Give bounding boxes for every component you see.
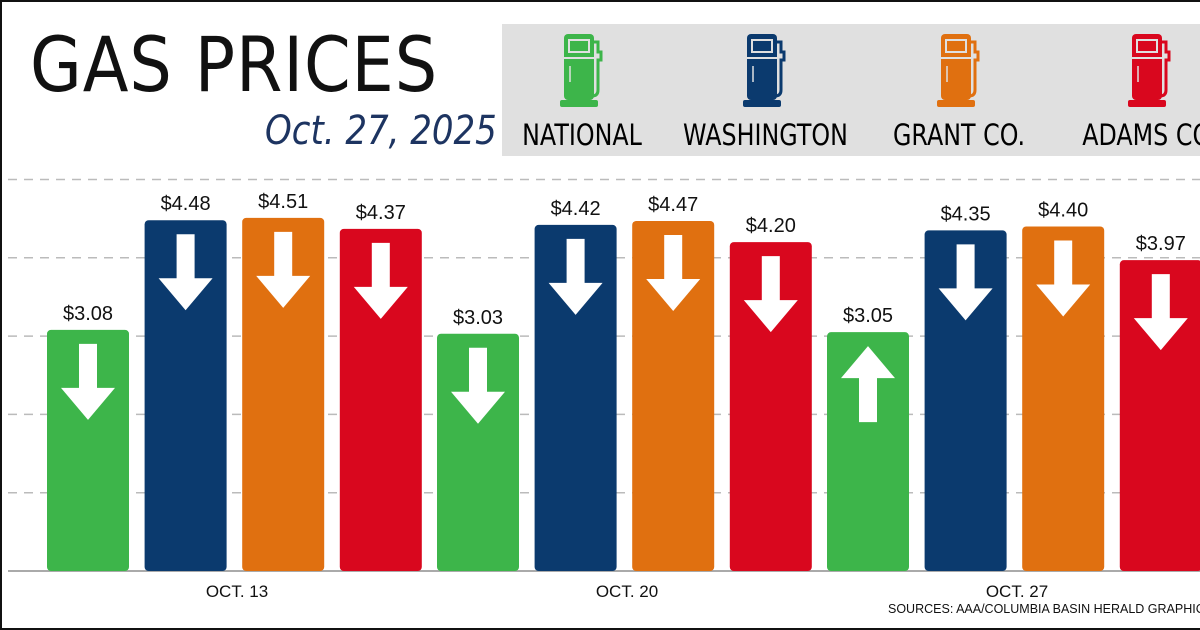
legend-item-adams: ADAMS CO.	[1050, 24, 1200, 152]
arrow-down-icon	[256, 231, 311, 308]
gas-pump-icon	[743, 34, 786, 107]
arrow-up-icon	[841, 346, 895, 423]
bar-washington-1	[144, 220, 227, 571]
arrow-down-icon	[353, 242, 408, 319]
data-label: $4.47	[648, 194, 698, 216]
arrow-down-icon	[1133, 274, 1188, 351]
page-title: GAS PRICES	[30, 20, 439, 109]
gas-pump-icon	[937, 34, 980, 107]
source-note: SOURCES: AAA/COLUMBIA BASIN HERALD GRAPH…	[888, 602, 1200, 616]
data-label: $3.03	[453, 307, 503, 329]
arrow-down-icon	[743, 256, 798, 333]
bar-adams-co--1	[339, 228, 422, 572]
bar-washington-3	[924, 230, 1007, 571]
gas-pump-icon	[1128, 34, 1171, 107]
arrow-down-icon	[548, 238, 603, 315]
arrow-down-icon	[938, 244, 993, 321]
x-tick-label: OCT. 13	[206, 582, 268, 601]
bar-grant-co--2	[632, 220, 715, 571]
date-subtitle: Oct. 27, 2025	[265, 108, 497, 154]
arrow-down-icon	[61, 343, 115, 420]
arrow-down-icon	[1036, 240, 1091, 317]
data-label: $4.20	[746, 215, 796, 237]
x-tick-label: OCT. 20	[596, 582, 658, 601]
arrow-down-icon	[646, 234, 701, 311]
bar-washington-2	[534, 224, 617, 571]
data-label: $4.37	[356, 202, 406, 224]
legend-item-national: NATIONAL	[502, 24, 682, 152]
arrow-down-icon	[451, 347, 505, 424]
gas-pump-icon	[560, 34, 603, 107]
bar-adams-co--2	[729, 242, 812, 571]
legend-item-washington: WASHINGTON	[665, 24, 865, 152]
data-label: $4.51	[258, 191, 308, 213]
bar-adams-co--3	[1119, 260, 1200, 571]
bar-grant-co--1	[242, 217, 325, 571]
x-tick-label: OCT. 27	[986, 582, 1048, 601]
arrow-down-icon	[158, 234, 213, 311]
bar-grant-co--3	[1022, 226, 1105, 572]
legend-item-grant: GRANT CO.	[859, 24, 1059, 152]
bar-national-3	[827, 332, 909, 571]
data-label: $3.05	[843, 305, 893, 327]
data-label: $3.08	[63, 303, 113, 325]
data-label: $4.42	[551, 198, 601, 220]
data-label: $4.48	[161, 193, 211, 215]
data-label: $4.40	[1038, 199, 1088, 221]
legend: NATIONAL WASHINGTON GRANT CO. ADAMS CO.	[502, 24, 1200, 156]
data-label: $4.35	[941, 203, 991, 225]
data-label: $3.97	[1136, 233, 1186, 255]
